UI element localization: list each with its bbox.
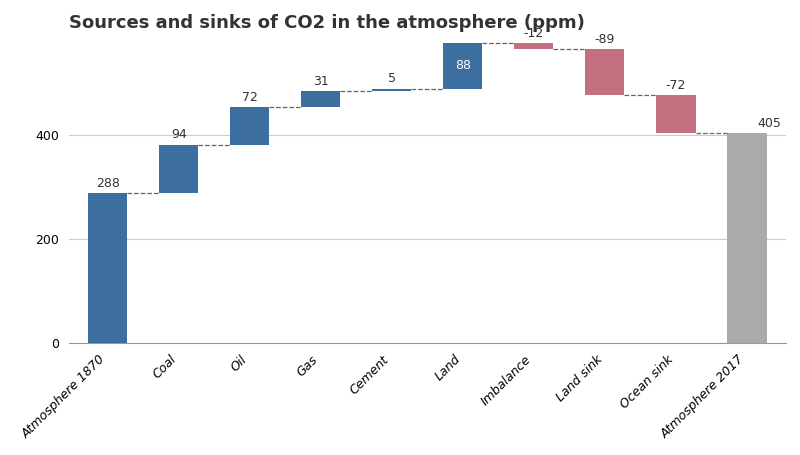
Text: Sources and sinks of CO2 in the atmosphere (ppm): Sources and sinks of CO2 in the atmosphe… [69,14,584,32]
Text: -12: -12 [524,27,544,40]
Text: 88: 88 [455,59,471,72]
Text: -89: -89 [594,33,615,46]
Text: 5: 5 [388,72,396,86]
Text: 72: 72 [242,91,258,104]
Text: -72: -72 [666,79,686,92]
Text: 31: 31 [313,75,329,88]
Bar [230,107,270,145]
Bar [302,91,340,107]
Bar [727,133,766,343]
Bar [657,95,695,133]
Bar [159,145,198,193]
Bar [586,49,625,95]
Text: 94: 94 [170,128,186,142]
Text: 288: 288 [96,177,119,190]
Bar [88,193,127,343]
Bar [514,43,554,49]
Text: 405: 405 [758,116,782,130]
Bar [443,43,482,89]
Bar [372,89,411,91]
